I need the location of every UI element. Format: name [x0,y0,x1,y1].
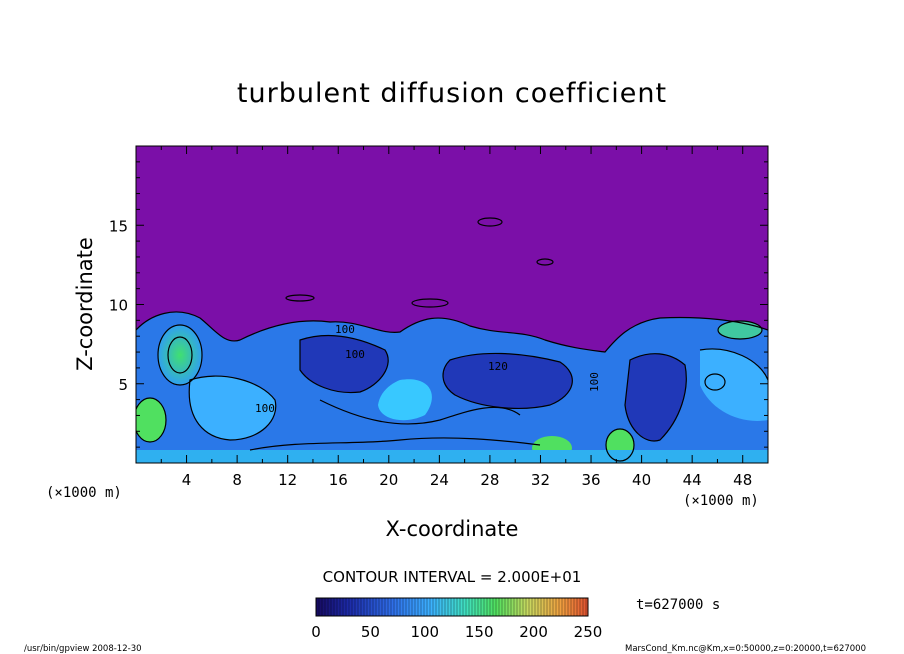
contour-line [299,334,389,394]
contour-label: 120 [488,360,508,373]
light-region [700,349,768,421]
contour-line [605,428,635,462]
contour-line [699,348,768,381]
contour-labels: 100 100 100 120 100 [255,323,601,415]
contour-line [319,399,521,425]
x-tick-label: 12 [278,471,297,489]
colorbar-tick-label: 250 [574,623,603,641]
contour-label: 100 [335,323,355,336]
contour-line [624,353,687,442]
x-unit-label: (×1000 m) [683,493,759,509]
dark-region [625,353,687,441]
colorbar-tick-label: 200 [519,623,548,641]
colorbar-stripes [318,598,587,616]
contour-line [188,375,277,441]
contour-line [136,397,167,443]
contour-label: 100 [255,402,275,415]
colorbar-tick-labels: 0 50 100 150 200 250 [311,623,602,641]
colorbar-tick-label: 50 [361,623,380,641]
x-tick-label: 28 [480,471,499,489]
green-blob [158,325,202,385]
footer-left: /usr/bin/gpview 2008-12-30 [24,644,142,654]
contour-label: 100 [588,372,601,392]
colorbar-tick-label: 150 [465,623,494,641]
green-blob [136,398,166,442]
x-tick-labels: 4 8 12 16 20 24 28 32 36 40 44 48 [182,471,752,489]
contour-line [411,298,449,308]
contour-lines [136,217,768,462]
contour-line [717,320,763,340]
contour-line [136,311,768,353]
chart-title: turbulent diffusion coefficient [237,78,667,109]
contour-line [536,258,554,266]
y-tick-label: 15 [109,217,128,235]
colorbar-tick-label: 100 [410,623,439,641]
contour-interval-text: CONTOUR INTERVAL = 2.000E+01 [323,568,582,586]
time-label: t=627000 s [636,597,720,613]
axis-ticks [136,146,768,463]
contour-line [442,352,573,409]
light-region [189,376,276,440]
light-region [378,379,432,421]
y-unit-label: (×1000 m) [46,485,122,501]
x-tick-label: 48 [733,471,752,489]
x-tick-label: 16 [329,471,348,489]
x-tick-label: 36 [581,471,600,489]
x-tick-label: 32 [531,471,550,489]
dark-region [443,353,573,409]
x-tick-label: 8 [232,471,242,489]
footer-right: MarsCond_Km.nc@Km,x=0:50000,z=0:20000,t=… [625,644,866,654]
x-tick-label: 4 [182,471,192,489]
x-tick-label: 20 [379,471,398,489]
y-tick-labels: 5 10 15 [109,217,128,394]
bottom-band [136,450,768,463]
y-tick-label: 5 [118,376,128,394]
y-tick-label: 10 [109,297,128,315]
contour-label: 100 [345,348,365,361]
x-tick-label: 40 [632,471,651,489]
x-tick-label: 44 [683,471,702,489]
contour-line [704,373,726,391]
y-axis-title: Z-coordinate [73,237,97,371]
x-tick-label: 24 [430,471,449,489]
dark-region [300,335,389,393]
contour-line [285,294,315,302]
contour-line [157,324,203,386]
contour-line [477,217,503,227]
x-axis-title: X-coordinate [386,517,519,541]
heatmap-field: 100 100 100 120 100 [136,217,768,463]
contour-line [167,336,193,374]
contour-line [249,437,541,451]
colorbar-tick-label: 0 [311,623,321,641]
